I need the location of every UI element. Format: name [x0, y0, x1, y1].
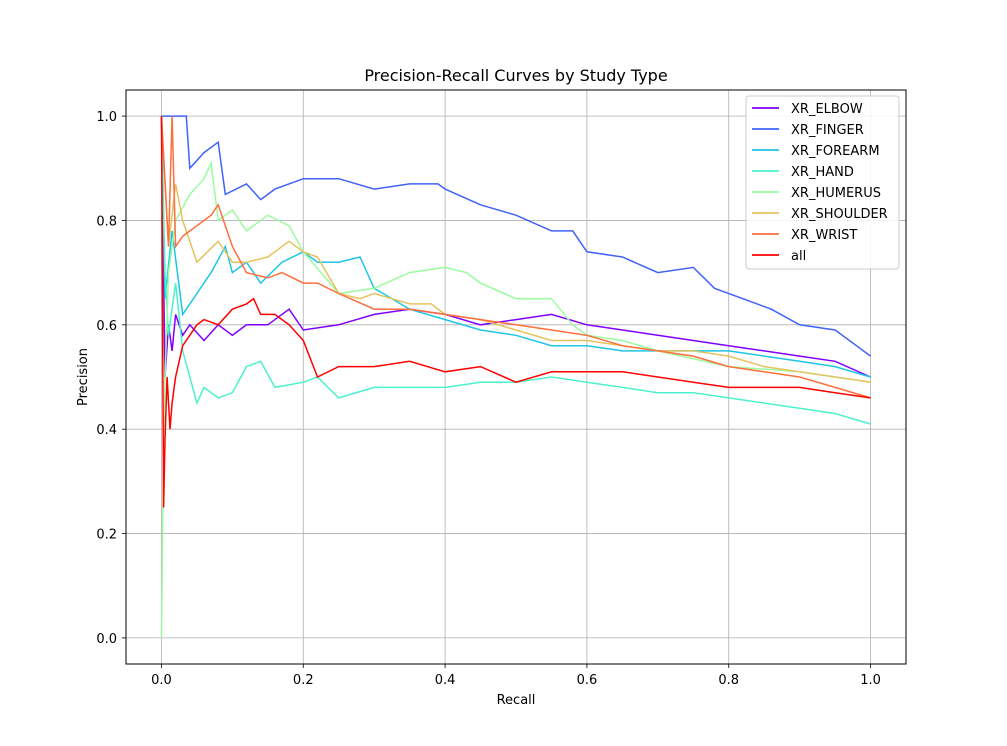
legend-label: XR_ELBOW — [791, 102, 863, 117]
y-tick-label: 0.6 — [96, 319, 117, 334]
y-tick-label: 1.0 — [96, 110, 117, 125]
series-line-xr-finger — [161, 115, 871, 357]
legend-box — [745, 95, 900, 270]
x-tick-label: 0.8 — [718, 673, 739, 688]
chart-title: Precision-Recall Curves by Study Type — [364, 66, 667, 85]
y-tick-label: 0.4 — [96, 423, 117, 438]
series-lines — [160, 115, 871, 638]
x-tick-label: 0.6 — [577, 673, 598, 688]
series-line-xr-elbow — [160, 116, 871, 378]
series-line-xr-shoulder — [160, 116, 871, 383]
axis-ticks: 0.0 0.2 0.4 0.6 0.8 1.0 0.0 0.2 0.4 0.6 0.8 1.0 — [96, 110, 881, 688]
legend-label: XR_HUMERUS — [791, 186, 881, 201]
y-tick-label: 0.8 — [96, 214, 117, 229]
y-tick-label: 0.2 — [96, 528, 117, 543]
x-tick-label: 0.0 — [151, 673, 172, 688]
series-line-all — [160, 116, 871, 508]
plot-area-frame — [125, 89, 907, 665]
y-tick-label: 0.0 — [96, 632, 117, 647]
legend-label: XR_HAND — [791, 165, 854, 180]
series-line-xr-hand — [160, 116, 871, 425]
x-axis-label: Recall — [497, 693, 536, 708]
series-line-xr-wrist — [160, 116, 871, 399]
legend-label: XR_FOREARM — [791, 144, 880, 159]
x-tick-label: 0.4 — [435, 673, 456, 688]
y-axis-label: Precision — [76, 348, 91, 406]
x-tick-label: 0.2 — [293, 673, 314, 688]
legend-label: XR_FINGER — [791, 123, 864, 138]
legend-label: XR_SHOULDER — [791, 207, 888, 222]
legend-label: all — [791, 249, 806, 264]
x-tick-label: 1.0 — [860, 673, 881, 688]
series-line-xr-forearm — [160, 116, 871, 378]
legend: XR_ELBOW XR_FINGER XR_FOREARM XR_HAND XR_HUM… — [745, 95, 900, 270]
legend-label: XR_WRIST — [791, 228, 857, 243]
